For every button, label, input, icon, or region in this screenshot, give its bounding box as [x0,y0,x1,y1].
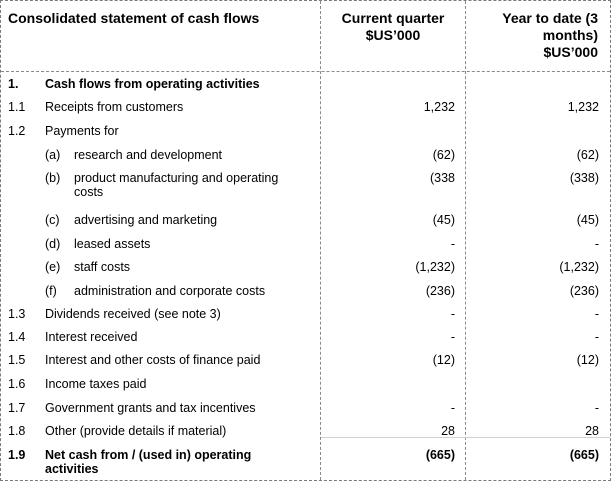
row-label-line: Dividends received (see note 3) [45,307,221,321]
cell-current-quarter: (665) [425,448,455,462]
row-ref: 1.7 [8,401,26,415]
row-label: advertising and marketing [74,213,217,227]
cell-year-to-date: (338) [569,171,599,185]
row-label: Net cash from / (used in) operating activ… [45,448,251,476]
header-divider [1,71,610,72]
row-label-line: product manufacturing and operating [74,171,279,185]
col-header-current-quarter: Current quarter $US’000 [341,10,445,43]
row-label-line: research and development [74,148,223,162]
row-label-line: costs [74,185,104,199]
cell-year-to-date: 28 [585,424,599,438]
cell-year-to-date: (1,232) [559,260,599,274]
row-label-line: Interest received [45,330,138,344]
row-label-line: Net cash from / (used in) operating [45,448,252,462]
cell-current-quarter: (45) [432,213,455,227]
cell-current-quarter: 1,232 [423,100,455,114]
row-sub-letter: (c) [45,213,60,227]
cell-current-quarter: 28 [441,424,455,438]
table-title: Consolidated statement of cash flows [8,10,260,26]
row-sub-letter: (d) [45,237,61,251]
row-label: Dividends received (see note 3) [45,307,221,321]
row-label: administration and corporate costs [74,284,265,298]
row-ref: 1.6 [8,377,26,391]
cell-year-to-date: - [594,330,599,344]
cell-current-quarter: - [450,330,455,344]
row-label: staff costs [74,260,130,274]
row-label-line: Government grants and tax incentives [45,401,256,415]
row-label: research and development [74,148,222,162]
column-divider [320,1,321,480]
row-label: Income taxes paid [45,377,146,391]
cell-year-to-date: - [594,401,599,415]
row-label-line: Receipts from customers [45,100,184,114]
cell-current-quarter: (236) [425,284,455,298]
row-ref: 1.4 [8,330,26,344]
cell-year-to-date: (12) [576,353,599,367]
row-ref: 1.8 [8,424,26,438]
row-label: product manufacturing and operating costs [74,171,278,199]
row-label-line: leased assets [74,237,151,251]
total-rule [321,437,610,438]
row-label-line: staff costs [74,260,131,274]
row-label-line: Interest and other costs of finance paid [45,353,261,367]
row-label: leased assets [74,237,150,251]
row-ref: 1.3 [8,307,26,321]
row-label: Payments for [45,124,119,138]
row-label-line: advertising and marketing [74,213,218,227]
row-label-line: activities [45,462,99,476]
cell-current-quarter: (12) [432,353,455,367]
row-ref: 1.1 [8,100,26,114]
cell-current-quarter: (1,232) [415,260,455,274]
cell-year-to-date: (62) [576,148,599,162]
cell-current-quarter: - [450,237,455,251]
cell-year-to-date: - [594,237,599,251]
row-label-line: Income taxes paid [45,377,147,391]
row-label-line: administration and corporate costs [74,284,266,298]
row-sub-letter: (f) [45,284,57,298]
cell-year-to-date: (45) [576,213,599,227]
row-label-line: Other (provide details if material) [45,424,227,438]
cell-year-to-date: (665) [569,448,599,462]
row-label: Government grants and tax incentives [45,401,256,415]
row-ref: 1.5 [8,353,26,367]
row-label: Other (provide details if material) [45,424,226,438]
cell-year-to-date: (236) [569,284,599,298]
row-sub-letter: (a) [45,148,61,162]
cell-year-to-date: 1,232 [567,100,599,114]
cell-current-quarter: (62) [432,148,455,162]
cell-current-quarter: - [450,307,455,321]
row-label: Receipts from customers [45,100,183,114]
col-header-year-to-date: Year to date (3 months) $US’000 [502,10,598,60]
row-label-line: Payments for [45,124,119,138]
row-label: Interest received [45,330,137,344]
cell-year-to-date: - [594,307,599,321]
cell-current-quarter: - [450,401,455,415]
row-ref: 1. [8,77,19,91]
row-sub-letter: (b) [45,171,61,185]
row-label-line: Cash flows from operating activities [45,77,260,91]
row-label: Interest and other costs of finance paid [45,353,260,367]
row-ref: 1.9 [8,448,26,462]
row-ref: 1.2 [8,124,26,138]
column-divider [465,1,466,480]
cell-current-quarter: (338 [429,171,455,185]
row-sub-letter: (e) [45,260,61,274]
row-label: Cash flows from operating activities [45,77,260,91]
